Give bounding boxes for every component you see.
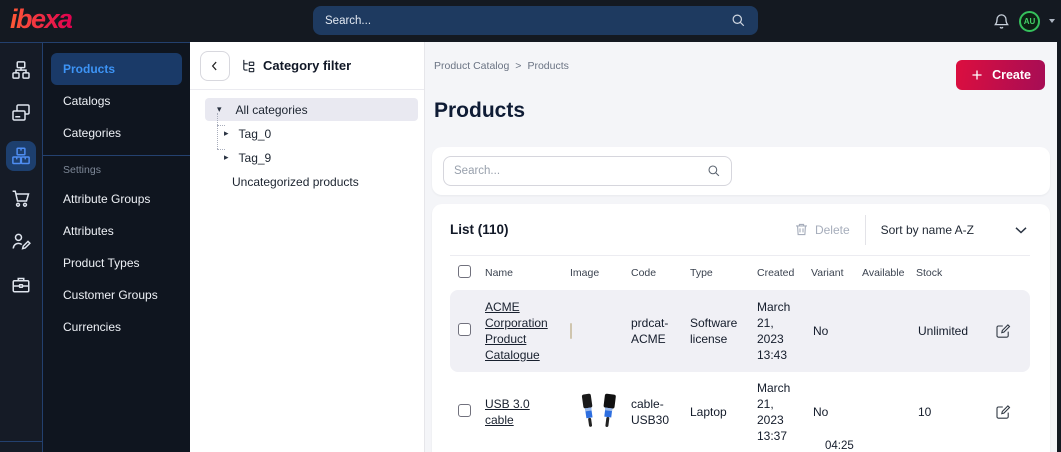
column-header-type: Type bbox=[690, 267, 713, 279]
row-checkbox[interactable] bbox=[458, 404, 471, 417]
product-type: Software license bbox=[690, 315, 738, 346]
category-filter-panel: Category filter ▾ All categories ▸ Tag_0… bbox=[190, 42, 425, 452]
cart-icon[interactable] bbox=[6, 184, 36, 214]
global-search-input[interactable] bbox=[325, 14, 731, 27]
column-header-image: Image bbox=[570, 267, 600, 279]
sidebar-item-attributes[interactable]: Attributes bbox=[63, 224, 114, 238]
trash-icon bbox=[794, 222, 809, 237]
sidebar-menu: Products Catalogs Categories Settings At… bbox=[43, 42, 190, 452]
product-stock: Unlimited bbox=[918, 324, 969, 338]
product-name-link[interactable]: USB 3.0 cable bbox=[485, 396, 530, 427]
sidebar-item-product-types[interactable]: Product Types bbox=[63, 256, 140, 270]
sidebar-item-attribute-groups[interactable]: Attribute Groups bbox=[63, 192, 151, 206]
list-title: List (110) bbox=[450, 222, 509, 237]
breadcrumb-separator: > bbox=[515, 60, 522, 72]
delete-button[interactable]: Delete bbox=[794, 222, 850, 237]
toolbar-divider bbox=[864, 214, 866, 245]
sitemap-icon[interactable] bbox=[6, 55, 36, 85]
icon-rail bbox=[0, 42, 43, 452]
top-bar: ibexa AU bbox=[0, 0, 1061, 42]
column-header-stock: Stock bbox=[916, 267, 943, 279]
list-toolbar: List (110) Delete Sort by name A-Z bbox=[450, 204, 1030, 256]
product-stock: 10 bbox=[918, 405, 932, 419]
table-row[interactable]: ACME Corporation Product Catalogue prdca… bbox=[450, 290, 1030, 372]
product-type: Laptop bbox=[690, 404, 727, 419]
chevron-down-icon bbox=[1012, 221, 1030, 239]
collapse-panel-button[interactable] bbox=[200, 50, 230, 81]
column-header-variant: Variant bbox=[811, 267, 844, 279]
sidebar-item-customer-groups[interactable]: Customer Groups bbox=[63, 288, 158, 302]
product-image-usb bbox=[570, 390, 626, 434]
tree-guide bbox=[217, 149, 225, 150]
sidebar-item-categories[interactable]: Categories bbox=[63, 126, 122, 140]
product-variant: No bbox=[813, 324, 829, 338]
clipped-next-row-text: 04:25 bbox=[825, 440, 854, 449]
bell-icon[interactable] bbox=[993, 13, 1010, 30]
sidebar-item-catalogs[interactable]: Catalogs bbox=[63, 94, 111, 108]
breadcrumb-product-catalog[interactable]: Product Catalog bbox=[434, 60, 510, 72]
column-header-name: Name bbox=[485, 267, 514, 279]
product-created: March 21, 2023 13:43 bbox=[757, 299, 791, 363]
tree-guide bbox=[217, 125, 225, 126]
column-header-created: Created bbox=[757, 267, 795, 279]
edit-button[interactable] bbox=[995, 323, 1011, 339]
create-button[interactable]: Create bbox=[956, 60, 1045, 90]
kit-icon[interactable] bbox=[6, 270, 36, 300]
page-title: Products bbox=[434, 99, 526, 122]
category-filter-title: Category filter bbox=[241, 58, 351, 73]
sidebar-item-products[interactable]: Products bbox=[51, 53, 182, 85]
settings-section-label: Settings bbox=[63, 164, 101, 176]
global-search[interactable] bbox=[313, 6, 758, 35]
sort-dropdown[interactable]: Sort by name A-Z bbox=[881, 221, 1030, 239]
main-content: Product Catalog > Products Create Produc… bbox=[425, 42, 1057, 452]
product-image-acme bbox=[570, 323, 572, 339]
list-search-card bbox=[432, 147, 1050, 195]
tree-item-tag-9[interactable]: ▸ Tag_9 bbox=[224, 150, 272, 165]
caret-down-icon[interactable]: ▾ bbox=[217, 104, 222, 114]
table-row[interactable]: USB 3.0 cable cable-USB30 Laptop March 2… bbox=[450, 376, 1030, 448]
column-header-available: Available bbox=[862, 267, 905, 279]
product-code: prdcat-ACME bbox=[631, 315, 669, 346]
tree-item-tag-0[interactable]: ▸ Tag_0 bbox=[224, 126, 272, 141]
column-header-code: Code bbox=[631, 267, 657, 279]
product-code: cable-USB30 bbox=[631, 396, 670, 427]
search-icon bbox=[731, 13, 746, 28]
select-all-checkbox[interactable] bbox=[458, 265, 471, 278]
tree-guide bbox=[217, 113, 218, 149]
caret-right-icon[interactable]: ▸ bbox=[224, 128, 229, 138]
product-variant: No bbox=[813, 405, 829, 419]
breadcrumb: Product Catalog > Products bbox=[432, 60, 1050, 72]
product-created: March 21, 2023 13:37 bbox=[757, 380, 791, 444]
products-boxes-icon[interactable] bbox=[6, 141, 36, 171]
ibexa-logo: ibexa bbox=[10, 4, 73, 34]
search-icon bbox=[707, 164, 721, 178]
right-edge-strip bbox=[1057, 42, 1061, 452]
sidebar-item-currencies[interactable]: Currencies bbox=[63, 320, 122, 334]
edit-button[interactable] bbox=[995, 404, 1011, 420]
product-name-link[interactable]: ACME Corporation Product Catalogue bbox=[485, 299, 548, 363]
row-checkbox[interactable] bbox=[458, 323, 471, 336]
category-tree: ▾ All categories ▸ Tag_0 ▸ Tag_9 Uncateg… bbox=[190, 90, 424, 193]
customers-icon[interactable] bbox=[6, 227, 36, 257]
avatar-caret-icon bbox=[1049, 19, 1055, 23]
tree-item-all-categories[interactable]: ▾ All categories bbox=[205, 98, 418, 121]
category-tree-icon bbox=[241, 58, 256, 73]
avatar[interactable]: AU bbox=[1019, 10, 1040, 32]
tree-item-uncategorized[interactable]: Uncategorized products bbox=[232, 174, 359, 189]
list-search-field[interactable] bbox=[443, 156, 732, 186]
table-header: Name Image Code Type Created Variant Ava… bbox=[450, 256, 1030, 290]
product-list-card: List (110) Delete Sort by name A-Z bbox=[432, 204, 1050, 452]
menu-divider bbox=[43, 155, 190, 156]
caret-right-icon[interactable]: ▸ bbox=[224, 152, 229, 162]
plus-icon bbox=[970, 68, 984, 82]
list-search-input[interactable] bbox=[454, 165, 707, 177]
pages-icon[interactable] bbox=[6, 98, 36, 128]
breadcrumb-products: Products bbox=[527, 60, 569, 72]
